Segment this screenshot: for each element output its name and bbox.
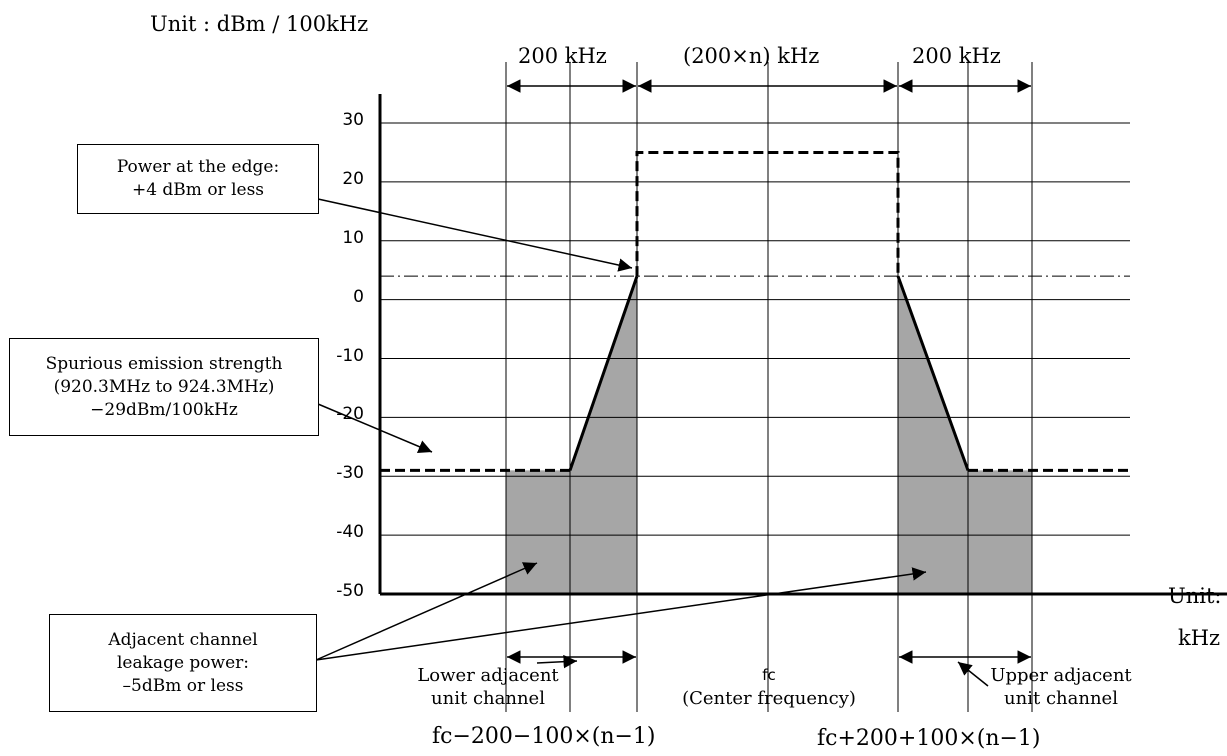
x-unit-label-line1: Unit:: [1168, 584, 1222, 608]
edge-power-callout: Power at the edge: +4 dBm or less: [77, 144, 319, 214]
lower-leakage-area: [506, 276, 637, 594]
lower-channel-pointer: [536, 654, 578, 669]
upper-channel-line2: unit channel: [1004, 688, 1118, 709]
lower-channel-label: Lower adjacent unit channel: [392, 664, 584, 710]
bottom-formula-right: fc+200+100×(n−1): [817, 726, 1041, 751]
aclr-line2: leakage power:: [117, 652, 249, 673]
spurious-line3: −29dBm/100kHz: [90, 399, 238, 420]
span-label-center: (200×n) kHz: [683, 44, 820, 68]
aclr-callout: Adjacent channel leakage power: –5dBm or…: [49, 614, 317, 712]
aclr-line1: Adjacent channel: [108, 629, 258, 650]
edge-power-line1: Power at the edge:: [116, 157, 280, 177]
y-tick-label: 0: [353, 286, 364, 307]
y-tick-label: -50: [336, 581, 364, 601]
edge-power-line2: +4 dBm or less: [131, 180, 265, 200]
edge-power-pointer: [317, 198, 633, 272]
upper-channel-label: Upper adjacent unit channel: [966, 664, 1156, 710]
lower-channel-line2: unit channel: [431, 688, 545, 709]
center-frequency-fc: fc: [762, 666, 776, 684]
aclr-pointer-lower: [315, 562, 538, 661]
aclr-line3: –5dBm or less: [122, 675, 244, 696]
x-unit-label-line2: kHz: [1178, 626, 1221, 650]
y-tick-label: -10: [336, 345, 364, 366]
y-tick-label: 30: [342, 110, 364, 130]
y-tick-label: 20: [342, 168, 364, 189]
spurious-line1: Spurious emission strength: [45, 353, 283, 374]
y-tick-label: -40: [336, 522, 364, 543]
y-unit-label: Unit : dBm / 100kHz: [150, 12, 369, 36]
aclr-pointer-upper: [315, 567, 927, 661]
bottom-formula-left: fc−200−100×(n−1): [432, 724, 656, 749]
span-label-left: 200 kHz: [518, 44, 607, 68]
upper-slope-line: [896, 275, 970, 471]
span-label-right: 200 kHz: [912, 44, 1001, 68]
spurious-pointer: [317, 403, 433, 453]
upper-leakage-area: [898, 276, 1032, 594]
y-tick-label: -30: [336, 463, 364, 484]
lower-slope-line: [568, 275, 639, 471]
spurious-line2: (920.3MHz to 924.3MHz): [53, 376, 275, 397]
y-tick-label: 10: [342, 227, 364, 248]
center-frequency-label: fc (Center frequency): [669, 664, 869, 710]
mask-inband: [635, 150, 900, 277]
y-tick-label: -20: [336, 404, 364, 425]
lower-channel-line1: Lower adjacent: [417, 665, 559, 686]
spurious-callout: Spurious emission strength (920.3MHz to …: [9, 338, 319, 436]
center-frequency-text: (Center frequency): [682, 688, 856, 709]
upper-channel-pointer: [957, 661, 989, 687]
upper-channel-line1: Upper adjacent: [990, 665, 1132, 686]
